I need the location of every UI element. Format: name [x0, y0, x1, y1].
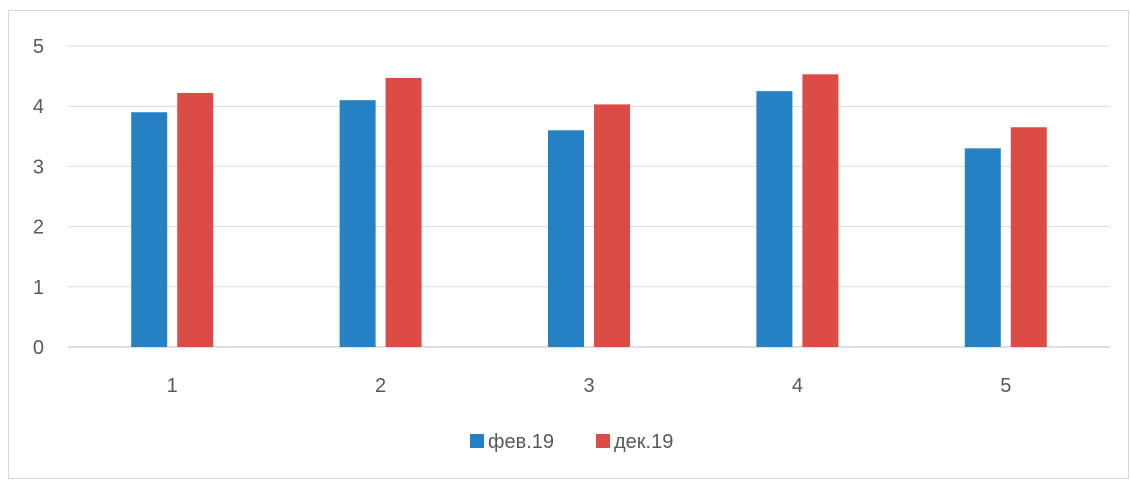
y-tick-label: 2	[33, 217, 44, 239]
legend-item-2: дек.19	[596, 431, 673, 453]
x-tick-label: 4	[792, 375, 803, 397]
legend-swatch	[596, 434, 610, 448]
x-axis-ticks: 1 2 3 4 5	[167, 375, 1012, 397]
bar-series-2-cat-1	[177, 92, 214, 348]
x-tick-label: 1	[167, 375, 178, 397]
bars	[131, 74, 1047, 348]
bar-series-2-cat-5	[1010, 127, 1047, 348]
y-tick-label: 3	[33, 156, 44, 178]
legend-label: фев.19	[488, 431, 554, 453]
legend: фев.19 дек.19	[470, 431, 673, 453]
x-tick-label: 2	[375, 375, 386, 397]
bar-series-1-cat-5	[964, 148, 1001, 347]
legend-item-1: фев.19	[470, 431, 554, 453]
x-tick-label: 3	[583, 375, 594, 397]
legend-label: дек.19	[614, 431, 673, 453]
bar-series-1-cat-4	[756, 91, 793, 348]
y-tick-label: 0	[33, 337, 44, 359]
bar-series-2-cat-2	[385, 77, 422, 347]
bar-series-1-cat-3	[548, 130, 584, 347]
bar-series-2-cat-4	[802, 74, 839, 347]
x-tick-label: 5	[1000, 375, 1011, 397]
bar-series-1-cat-1	[131, 112, 168, 347]
bar-series-1-cat-2	[339, 100, 376, 348]
y-tick-label: 1	[33, 277, 44, 299]
y-axis-ticks: 0 1 2 3 4 5	[33, 36, 44, 359]
gridlines	[68, 45, 1110, 348]
y-tick-label: 4	[33, 96, 44, 118]
y-tick-label: 5	[33, 36, 44, 58]
legend-swatch	[470, 434, 484, 448]
bar-series-2-cat-3	[594, 104, 630, 347]
